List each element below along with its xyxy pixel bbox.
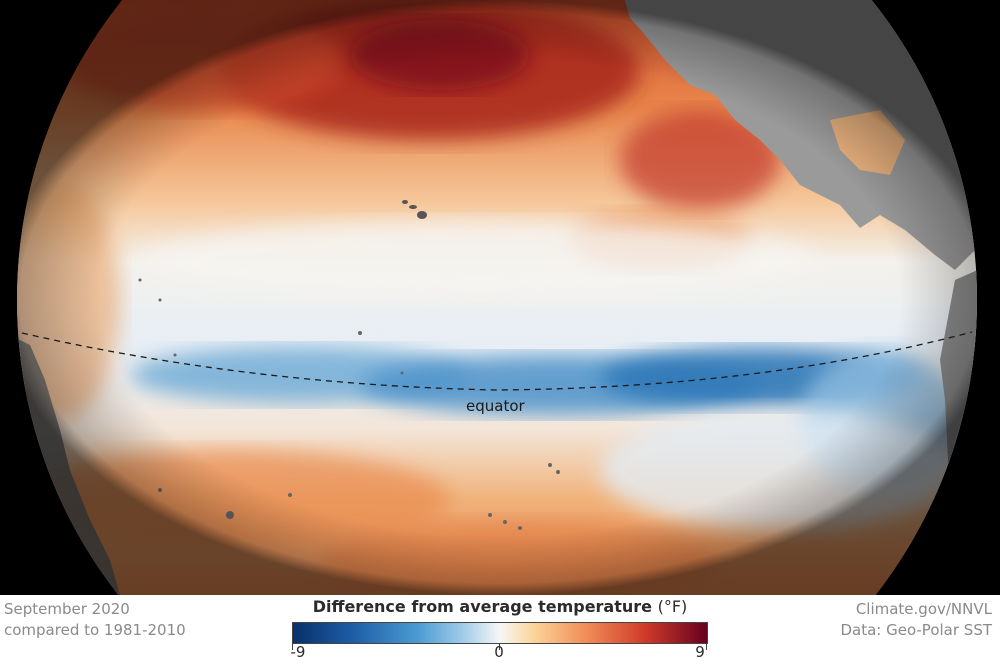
credit-caption: Climate.gov/NNVL Data: Geo-Polar SST bbox=[840, 599, 992, 641]
equator-label: equator bbox=[466, 397, 526, 415]
color-scale-bar bbox=[292, 622, 708, 644]
legend-min-label: -9 bbox=[290, 643, 306, 661]
legend-title: Difference from average temperature (°F) bbox=[292, 597, 708, 616]
tick-min bbox=[292, 644, 293, 650]
ocean-anomaly-field bbox=[17, 0, 977, 595]
legend-max-label: 9 bbox=[695, 643, 705, 661]
sst-anomaly-map: equator bbox=[0, 0, 1000, 595]
equator-line bbox=[21, 331, 973, 391]
legend-mid-label: 0 bbox=[494, 643, 504, 661]
baseline-text: compared to 1981-2010 bbox=[4, 621, 186, 639]
map-footer: September 2020 compared to 1981-2010 Dif… bbox=[0, 595, 1000, 666]
tick-max bbox=[706, 644, 707, 650]
legend-title-text: Difference from average temperature bbox=[312, 597, 653, 616]
date-text: September 2020 bbox=[4, 600, 130, 618]
globe-svg: equator bbox=[17, 0, 977, 595]
credit-text: Climate.gov/NNVL bbox=[855, 600, 992, 618]
source-text: Data: Geo-Polar SST bbox=[840, 621, 992, 639]
legend-unit: (°F) bbox=[657, 597, 688, 616]
tick-mid bbox=[499, 644, 500, 650]
date-caption: September 2020 compared to 1981-2010 bbox=[4, 599, 186, 641]
